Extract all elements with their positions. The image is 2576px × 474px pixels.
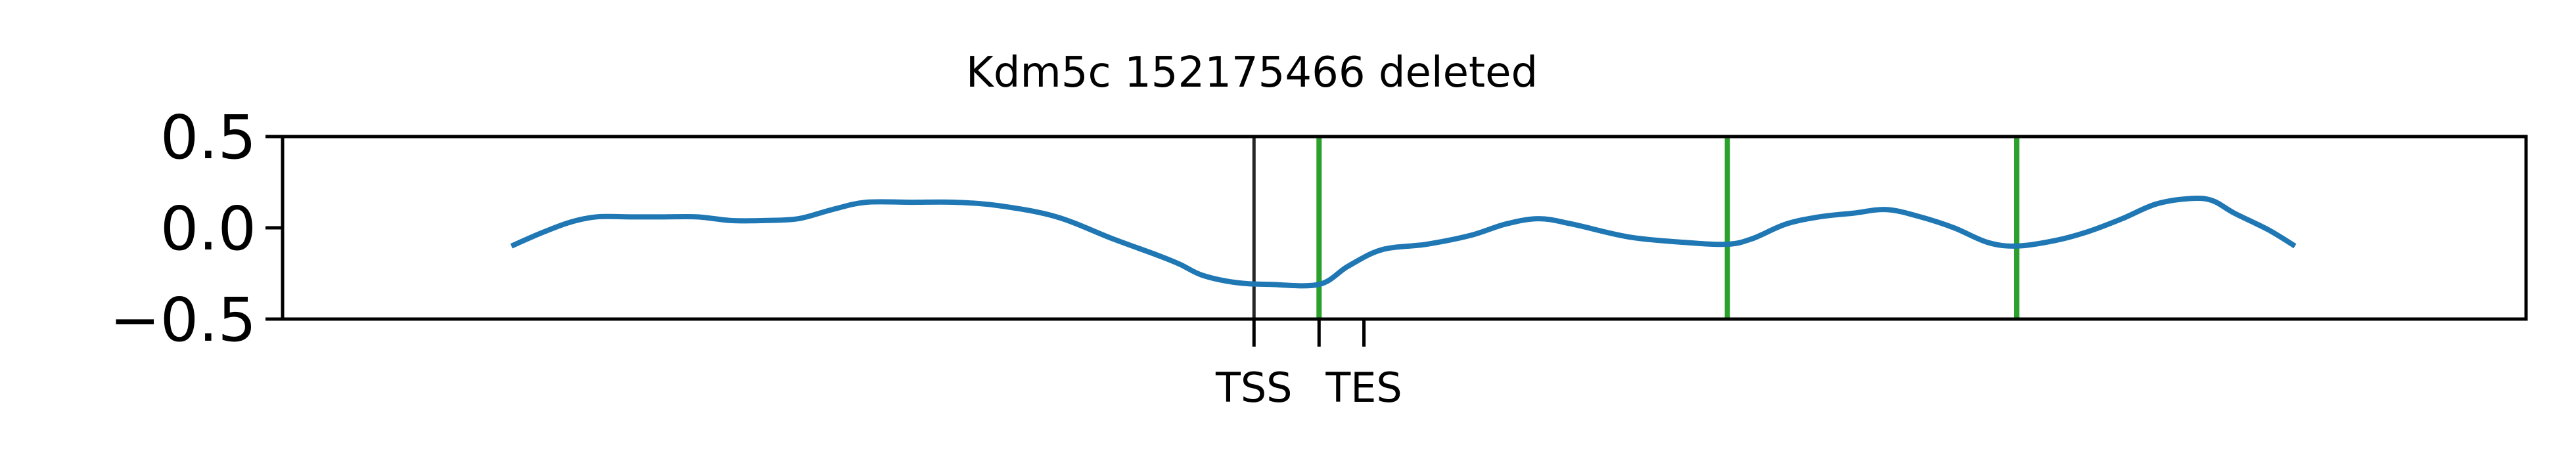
- x-tick-label-0: TSS: [1215, 364, 1293, 412]
- chart-title: Kdm5c 152175466 deleted: [966, 49, 1538, 97]
- plot-area: [510, 137, 2297, 319]
- y-tick-label-2: −0.5: [110, 285, 256, 355]
- axes-frame: [281, 135, 2528, 321]
- y-tick-label-1: 0.0: [160, 194, 256, 264]
- series-line-0: [510, 196, 2297, 289]
- tick-labels: 0.5 0.0 −0.5 TSS TES: [110, 102, 1402, 412]
- y-tick-label-0: 0.5: [160, 102, 256, 173]
- tick-marks: [265, 135, 1366, 347]
- x-tick-label-2: TES: [1325, 364, 1402, 412]
